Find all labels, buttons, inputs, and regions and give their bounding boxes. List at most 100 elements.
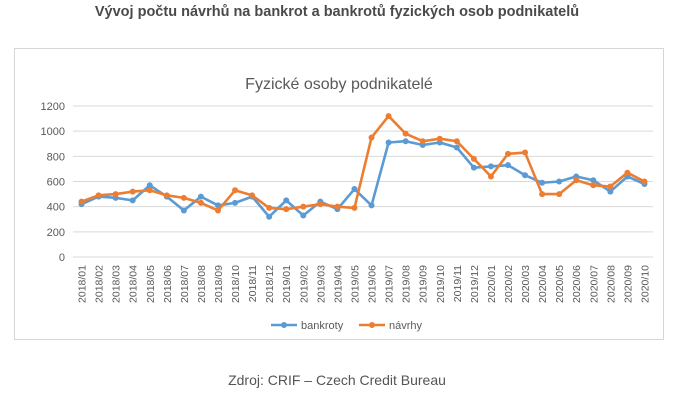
- data-point: [129, 188, 136, 195]
- x-tick-label: 2020/06: [571, 265, 583, 303]
- legend: bankroty návrhy: [271, 320, 423, 332]
- data-point: [624, 169, 631, 176]
- x-tick-label: 2019/04: [332, 265, 344, 303]
- data-point: [180, 194, 187, 201]
- x-tick-label: 2018/07: [179, 265, 191, 303]
- x-tick-label: 2019/02: [298, 265, 310, 303]
- x-tick-label: 2020/01: [486, 265, 498, 303]
- x-tick-label: 2019/11: [452, 265, 464, 302]
- source-caption: Zdroj: CRIF – Czech Credit Bureau: [228, 372, 446, 388]
- y-tick-label: 600: [47, 177, 65, 189]
- data-point: [180, 207, 187, 214]
- y-axis-tick-labels: 0 200 400 600 800 1000 1200: [41, 101, 65, 264]
- data-point: [197, 193, 204, 200]
- x-tick-label: 2019/03: [315, 265, 327, 303]
- data-point: [334, 203, 341, 210]
- data-point: [641, 178, 648, 185]
- x-tick-label: 2019/01: [281, 265, 293, 303]
- data-point: [266, 213, 273, 220]
- data-point: [78, 198, 85, 205]
- line-chart: Fyzické osoby podnikatelé 0 200 400 600 800 1…: [41, 76, 653, 332]
- data-point: [453, 138, 460, 145]
- x-tick-label: 2020/03: [520, 265, 532, 303]
- data-point: [470, 155, 477, 162]
- data-point: [590, 177, 597, 184]
- x-tick-label: 2019/08: [401, 265, 413, 303]
- data-point: [539, 179, 546, 186]
- x-tick-label: 2018/03: [111, 265, 123, 303]
- data-point: [163, 192, 170, 199]
- data-point: [539, 191, 546, 198]
- data-point: [112, 191, 119, 198]
- data-point: [453, 144, 460, 151]
- data-point: [351, 186, 358, 193]
- series-lines: [78, 113, 648, 220]
- x-tick-label: 2019/05: [349, 265, 361, 303]
- data-point: [556, 178, 563, 185]
- data-point: [368, 134, 375, 141]
- x-tick-label: 2018/09: [213, 265, 225, 303]
- x-tick-label: 2018/02: [94, 265, 106, 303]
- data-point: [283, 206, 290, 213]
- data-point: [607, 183, 614, 190]
- data-point: [470, 164, 477, 171]
- series-line: [81, 139, 645, 219]
- x-tick-label: 2019/10: [435, 265, 447, 303]
- data-point: [522, 149, 529, 156]
- y-tick-label: 0: [59, 252, 65, 264]
- x-tick-label: 2018/08: [196, 265, 208, 303]
- x-tick-label: 2018/04: [128, 265, 140, 303]
- x-tick-label: 2019/07: [384, 265, 396, 303]
- gridlines: [73, 105, 653, 258]
- data-point: [232, 199, 239, 206]
- data-point: [232, 187, 239, 194]
- data-point: [249, 192, 256, 199]
- y-tick-label: 200: [47, 227, 65, 239]
- data-point: [300, 212, 307, 219]
- page-heading: Vývoj počtu návrhů na bankrot a bankrotů…: [94, 4, 580, 20]
- data-point: [95, 192, 102, 199]
- data-point: [368, 202, 375, 209]
- data-point: [487, 173, 494, 180]
- x-tick-label: 2019/06: [367, 265, 379, 303]
- x-tick-label: 2019/12: [469, 265, 481, 303]
- data-point: [215, 207, 221, 214]
- data-point: [266, 204, 273, 211]
- data-point: [146, 182, 153, 189]
- legend-marker: [281, 322, 287, 328]
- data-point: [146, 187, 153, 194]
- y-tick-label: 1000: [41, 126, 65, 138]
- y-tick-label: 800: [47, 151, 65, 163]
- data-point: [197, 199, 204, 206]
- x-tick-label: 2020/02: [503, 265, 515, 303]
- data-point: [573, 177, 580, 184]
- series-line: [81, 114, 646, 212]
- x-tick-label: 2020/04: [537, 265, 549, 303]
- data-point: [505, 150, 511, 157]
- x-tick-label: 2020/05: [554, 265, 566, 303]
- x-tick-label: 2020/07: [588, 265, 600, 303]
- x-tick-label: 2018/01: [77, 265, 89, 303]
- data-point: [505, 162, 511, 169]
- data-point: [351, 204, 358, 211]
- x-tick-label: 2019/09: [418, 265, 430, 303]
- x-axis-tick-labels: 2018/01 2018/02 2018/03 2018/04 2018/05 2018/…: [77, 265, 652, 303]
- data-point: [522, 172, 529, 179]
- x-tick-label: 2020/09: [622, 265, 634, 303]
- data-point: [436, 135, 443, 142]
- x-tick-label: 2018/11: [247, 265, 259, 302]
- legend-marker: [369, 322, 375, 328]
- y-tick-label: 400: [47, 202, 65, 214]
- data-point: [419, 138, 426, 145]
- data-point: [487, 163, 494, 170]
- x-tick-label: 2018/05: [145, 265, 157, 303]
- data-point: [317, 201, 324, 208]
- data-point: [385, 139, 392, 146]
- data-point: [402, 130, 409, 137]
- x-tick-label: 2020/10: [639, 265, 651, 303]
- legend-label: návrhy: [389, 320, 423, 332]
- chart-title: Fyzické osoby podnikatelé: [245, 76, 433, 93]
- chart-container: Fyzické osoby podnikatelé 0 200 400 600 800 1…: [14, 48, 664, 340]
- data-point: [402, 138, 409, 145]
- x-tick-label: 2018/10: [230, 265, 242, 303]
